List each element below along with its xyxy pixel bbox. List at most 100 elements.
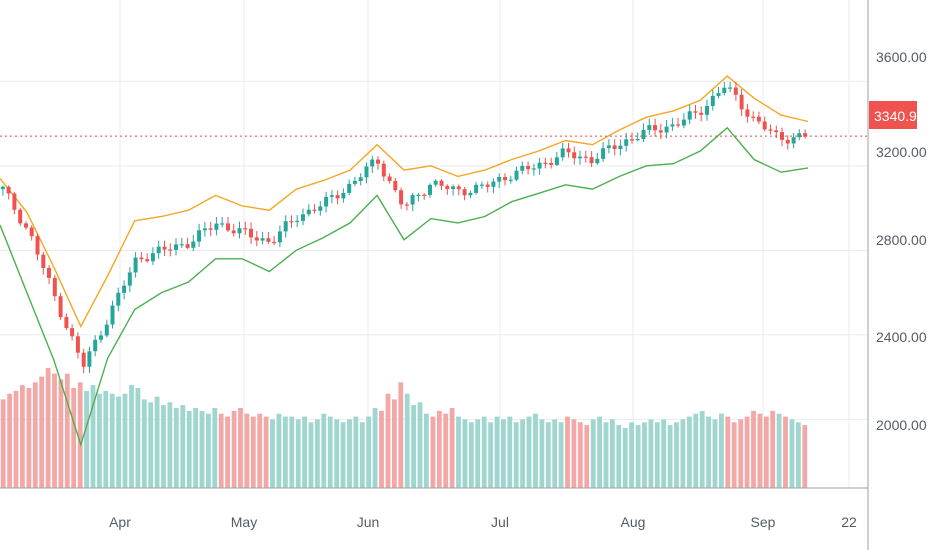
volume-bar xyxy=(597,416,602,488)
volume-bar xyxy=(417,402,423,488)
volume-bar xyxy=(0,399,6,488)
candle-body xyxy=(537,162,542,169)
candle-body xyxy=(197,230,202,242)
candle-body xyxy=(428,184,432,195)
volume-bar xyxy=(32,382,38,488)
last-price-badge: 3340.97 xyxy=(869,101,925,129)
volume-bar xyxy=(584,425,590,488)
volume-bar xyxy=(635,425,641,488)
volume-bar xyxy=(308,422,314,488)
volume-bar xyxy=(257,413,263,488)
volume-bar xyxy=(680,419,686,488)
volume-bar xyxy=(577,422,583,488)
volume-bar xyxy=(141,399,147,488)
volume-bars xyxy=(0,368,808,488)
lower-band-line xyxy=(0,126,809,448)
candle-body xyxy=(664,126,669,133)
x-tick-label: Jul xyxy=(491,514,509,530)
x-tick-label: May xyxy=(231,514,257,530)
volume-bar xyxy=(385,393,391,488)
overlay-lines xyxy=(0,75,809,448)
candle-body xyxy=(722,87,727,94)
volume-bar xyxy=(244,413,250,488)
volume-bar xyxy=(622,428,628,488)
volume-bar xyxy=(475,419,481,488)
candle-body xyxy=(318,206,323,211)
volume-bar xyxy=(193,408,198,488)
volume-bar xyxy=(545,422,551,488)
candle-body xyxy=(99,335,103,340)
candlesticks xyxy=(0,81,808,374)
volume-bar xyxy=(603,422,609,488)
volume-bar xyxy=(449,408,455,488)
candle-body xyxy=(18,209,23,224)
candle-body xyxy=(156,246,161,254)
candle-body xyxy=(451,186,455,189)
volume-bar xyxy=(45,368,51,488)
candle-body xyxy=(220,223,225,225)
volume-bar xyxy=(667,425,673,488)
volume-bar xyxy=(315,419,320,488)
volume-bar xyxy=(7,393,12,488)
candle-body xyxy=(554,157,559,165)
candle-body xyxy=(410,195,415,205)
candle-body xyxy=(404,204,409,206)
candle-body xyxy=(387,176,392,181)
volume-bar xyxy=(20,385,25,488)
volume-bar xyxy=(97,393,102,488)
volume-bar xyxy=(616,425,622,488)
volume-bar xyxy=(186,410,192,488)
volume-bar xyxy=(404,393,410,488)
volume-bar xyxy=(757,413,763,488)
volume-bar xyxy=(731,422,737,488)
candle-body xyxy=(745,109,750,117)
candle-body xyxy=(566,148,571,153)
time-axis[interactable]: Apr May Jun Jul Aug Sep 22 xyxy=(109,514,857,530)
candle-body xyxy=(329,195,334,197)
candle-body xyxy=(676,124,681,126)
volume-bar xyxy=(802,425,808,488)
volume-bar xyxy=(507,416,513,488)
price-axis[interactable]: 3600.00 3200.00 2800.00 2400.00 2000.00 xyxy=(876,49,927,433)
volume-bar xyxy=(424,413,429,488)
volume-bar xyxy=(122,393,128,488)
candle-body xyxy=(35,236,40,255)
volume-bar xyxy=(173,408,179,488)
x-tick-label: Jun xyxy=(357,514,380,530)
candle-body xyxy=(630,139,634,141)
volume-bar xyxy=(103,390,109,488)
candle-body xyxy=(358,177,363,181)
x-tick-label: Sep xyxy=(751,514,776,530)
y-tick-label: 3600.00 xyxy=(876,49,927,65)
candle-body xyxy=(208,228,213,230)
volume-bar xyxy=(674,422,679,488)
candle-body xyxy=(162,246,167,250)
candle-body xyxy=(601,148,606,159)
volume-bar xyxy=(379,410,384,488)
volume-bar xyxy=(52,373,57,488)
candle-body xyxy=(150,253,155,262)
volume-bar xyxy=(590,419,596,488)
candle-body xyxy=(658,130,663,133)
candle-body xyxy=(312,209,317,211)
volume-bar xyxy=(744,416,750,488)
volume-bar xyxy=(571,419,577,488)
candle-body xyxy=(376,159,380,164)
volume-bar xyxy=(347,419,352,488)
candle-body xyxy=(433,180,438,185)
volume-bar xyxy=(648,419,654,488)
volume-bar xyxy=(552,419,558,488)
candle-body xyxy=(479,184,484,186)
candle-body xyxy=(635,139,640,141)
candle-body xyxy=(122,285,127,293)
candle-body xyxy=(416,194,421,196)
candle-body xyxy=(439,180,444,186)
candle-body xyxy=(606,145,611,149)
candle-body xyxy=(254,237,259,241)
volume-bar xyxy=(751,410,756,488)
volume-bar xyxy=(488,422,493,488)
candle-body xyxy=(647,125,652,130)
candle-body xyxy=(41,254,46,268)
candle-body xyxy=(145,259,150,262)
